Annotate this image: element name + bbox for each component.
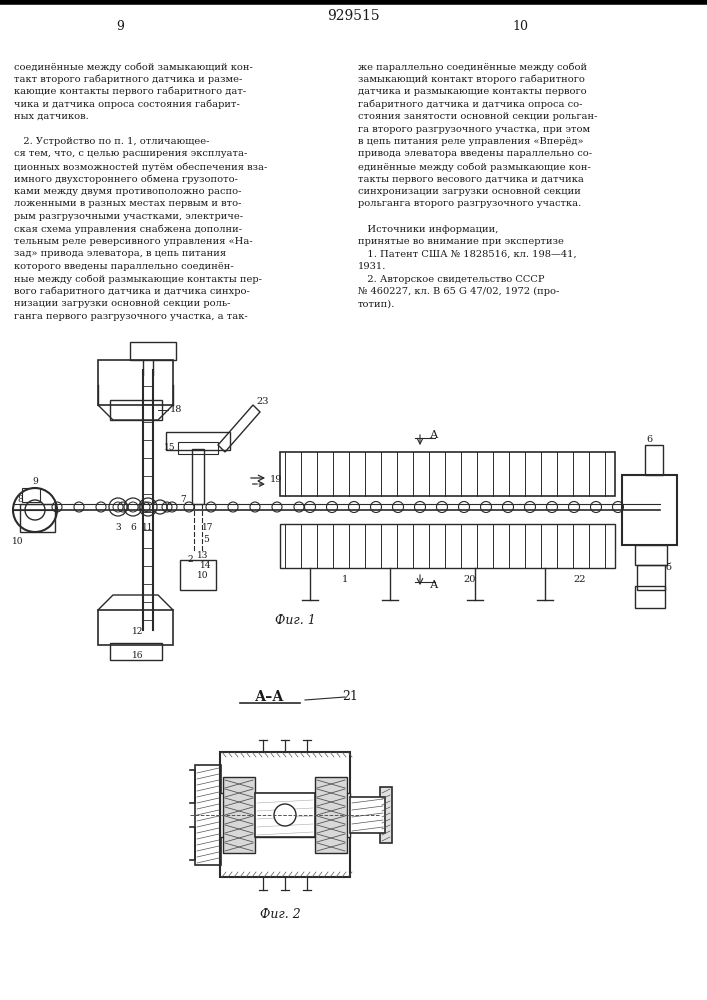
Text: в цепь питания реле управления «Вперёд»: в цепь питания реле управления «Вперёд» <box>358 137 583 146</box>
Text: га второго разгрузочного участка, при этом: га второго разгрузочного участка, при эт… <box>358 124 590 133</box>
Text: 15: 15 <box>164 444 176 452</box>
Text: синхронизации загрузки основной секции: синхронизации загрузки основной секции <box>358 187 581 196</box>
Bar <box>280 524 615 568</box>
Text: тельным реле реверсивного управления «На-: тельным реле реверсивного управления «На… <box>14 237 252 246</box>
Text: 1: 1 <box>342 576 348 584</box>
Bar <box>635 545 667 565</box>
Text: ская схема управления снабжена дополни-: ская схема управления снабжена дополни- <box>14 225 242 234</box>
Text: 10: 10 <box>512 20 528 33</box>
Text: б: б <box>665 564 671 572</box>
Bar <box>220 793 350 837</box>
Text: кающие контакты первого габаритного дат-: кающие контакты первого габаритного дат- <box>14 87 246 97</box>
Text: ционных возможностей путём обеспечения вза-: ционных возможностей путём обеспечения в… <box>14 162 267 172</box>
Text: 10: 10 <box>197 570 209 580</box>
Text: 7: 7 <box>180 495 186 504</box>
Text: зад» привода элеватора, в цепь питания: зад» привода элеватора, в цепь питания <box>14 249 226 258</box>
Text: 3: 3 <box>115 524 121 532</box>
Text: Фиг. 2: Фиг. 2 <box>259 908 300 922</box>
Text: низации загрузки основной секции роль-: низации загрузки основной секции роль- <box>14 300 230 308</box>
Text: такт второго габаритного датчика и разме-: такт второго габаритного датчика и разме… <box>14 75 243 84</box>
Text: 6: 6 <box>130 524 136 532</box>
Text: 13: 13 <box>197 550 209 560</box>
Text: привода элеватора введены параллельно со-: привода элеватора введены параллельно со… <box>358 149 592 158</box>
Bar <box>20 504 55 532</box>
Text: такты первого весового датчика и датчика: такты первого весового датчика и датчика <box>358 174 584 184</box>
Bar <box>192 449 204 504</box>
Text: А: А <box>430 580 438 590</box>
Text: 11: 11 <box>142 524 153 532</box>
Text: ками между двумя противоположно распо-: ками между двумя противоположно распо- <box>14 187 242 196</box>
Text: А: А <box>430 430 438 440</box>
Bar <box>350 797 385 833</box>
Text: 5: 5 <box>203 536 209 544</box>
Bar <box>130 342 176 360</box>
Bar <box>195 765 221 865</box>
Text: единённые между собой размыкающие кон-: единённые между собой размыкающие кон- <box>358 162 591 172</box>
Text: тотип).: тотип). <box>358 300 395 308</box>
Bar <box>178 442 218 454</box>
Bar <box>22 488 40 502</box>
Text: 10: 10 <box>12 538 24 546</box>
Bar <box>223 777 255 853</box>
Bar <box>380 787 392 843</box>
Text: ся тем, что, с целью расширения эксплуата-: ся тем, что, с целью расширения эксплуат… <box>14 149 247 158</box>
Bar <box>645 445 663 475</box>
Bar <box>110 400 162 420</box>
Text: 16: 16 <box>132 650 144 660</box>
Bar <box>637 565 665 590</box>
Text: 17: 17 <box>202 524 214 532</box>
Text: 12: 12 <box>132 628 144 637</box>
Text: датчика и размыкающие контакты первого: датчика и размыкающие контакты первого <box>358 87 587 96</box>
Bar <box>280 452 615 496</box>
Text: № 460227, кл. В 65 G 47/02, 1972 (про-: № 460227, кл. В 65 G 47/02, 1972 (про- <box>358 287 559 296</box>
Text: 23: 23 <box>256 397 269 406</box>
Text: рым разгрузочными участками, электриче-: рым разгрузочными участками, электриче- <box>14 212 243 221</box>
Text: 1. Патент США № 1828516, кл. 198—41,: 1. Патент США № 1828516, кл. 198—41, <box>358 249 577 258</box>
Text: 18: 18 <box>170 406 182 414</box>
Text: ганга первого разгрузочного участка, а так-: ганга первого разгрузочного участка, а т… <box>14 312 247 321</box>
Bar <box>220 752 350 877</box>
Text: рольганга второго разгрузочного участка.: рольганга второго разгрузочного участка. <box>358 200 581 209</box>
Text: 19: 19 <box>270 476 282 485</box>
Text: 2. Авторское свидетельство СССР: 2. Авторское свидетельство СССР <box>358 274 544 284</box>
Text: Фиг. 1: Фиг. 1 <box>274 613 315 626</box>
Text: стояния занятости основной секции рольган-: стояния занятости основной секции рольга… <box>358 112 597 121</box>
Text: соединённые между собой замыкающий кон-: соединённые между собой замыкающий кон- <box>14 62 253 72</box>
Bar <box>98 610 173 645</box>
Bar <box>98 360 173 405</box>
Text: же параллельно соединённые между собой: же параллельно соединённые между собой <box>358 62 587 72</box>
Text: 14: 14 <box>200 560 212 570</box>
Circle shape <box>274 804 296 826</box>
Bar <box>110 643 162 660</box>
Text: 2. Устройство по п. 1, отличающее-: 2. Устройство по п. 1, отличающее- <box>14 137 209 146</box>
Text: 9: 9 <box>32 478 38 487</box>
Text: ных датчиков.: ных датчиков. <box>14 112 89 121</box>
Bar <box>622 475 677 545</box>
Text: Источники информации,: Источники информации, <box>358 225 498 233</box>
Bar <box>635 586 665 608</box>
Text: вого габаритного датчика и датчика синхро-: вого габаритного датчика и датчика синхр… <box>14 287 250 296</box>
Text: принятые во внимание при экспертизе: принятые во внимание при экспертизе <box>358 237 564 246</box>
Text: имного двухстороннего обмена грузопото-: имного двухстороннего обмена грузопото- <box>14 174 238 184</box>
Bar <box>315 777 347 853</box>
Bar <box>255 793 315 837</box>
Text: 8: 8 <box>17 495 23 504</box>
Text: которого введены параллельно соединён-: которого введены параллельно соединён- <box>14 262 234 271</box>
Text: А–А: А–А <box>255 690 285 704</box>
Text: 20: 20 <box>464 576 477 584</box>
Text: замыкающий контакт второго габаритного: замыкающий контакт второго габаритного <box>358 75 585 84</box>
Text: чика и датчика опроса состояния габарит-: чика и датчика опроса состояния габарит- <box>14 100 240 109</box>
Text: 2: 2 <box>187 556 193 564</box>
Text: 929515: 929515 <box>327 9 380 23</box>
Text: 21: 21 <box>342 690 358 704</box>
Bar <box>180 560 216 590</box>
Text: ные между собой размыкающие контакты пер-: ные между собой размыкающие контакты пер… <box>14 274 262 284</box>
Text: габаритного датчика и датчика опроса со-: габаритного датчика и датчика опроса со- <box>358 100 583 109</box>
Text: 1931.: 1931. <box>358 262 386 271</box>
Text: 9: 9 <box>116 20 124 33</box>
Text: 6: 6 <box>646 436 652 444</box>
Text: ложенными в разных местах первым и вто-: ложенными в разных местах первым и вто- <box>14 200 242 209</box>
Text: 22: 22 <box>574 576 586 584</box>
Bar <box>166 432 230 450</box>
